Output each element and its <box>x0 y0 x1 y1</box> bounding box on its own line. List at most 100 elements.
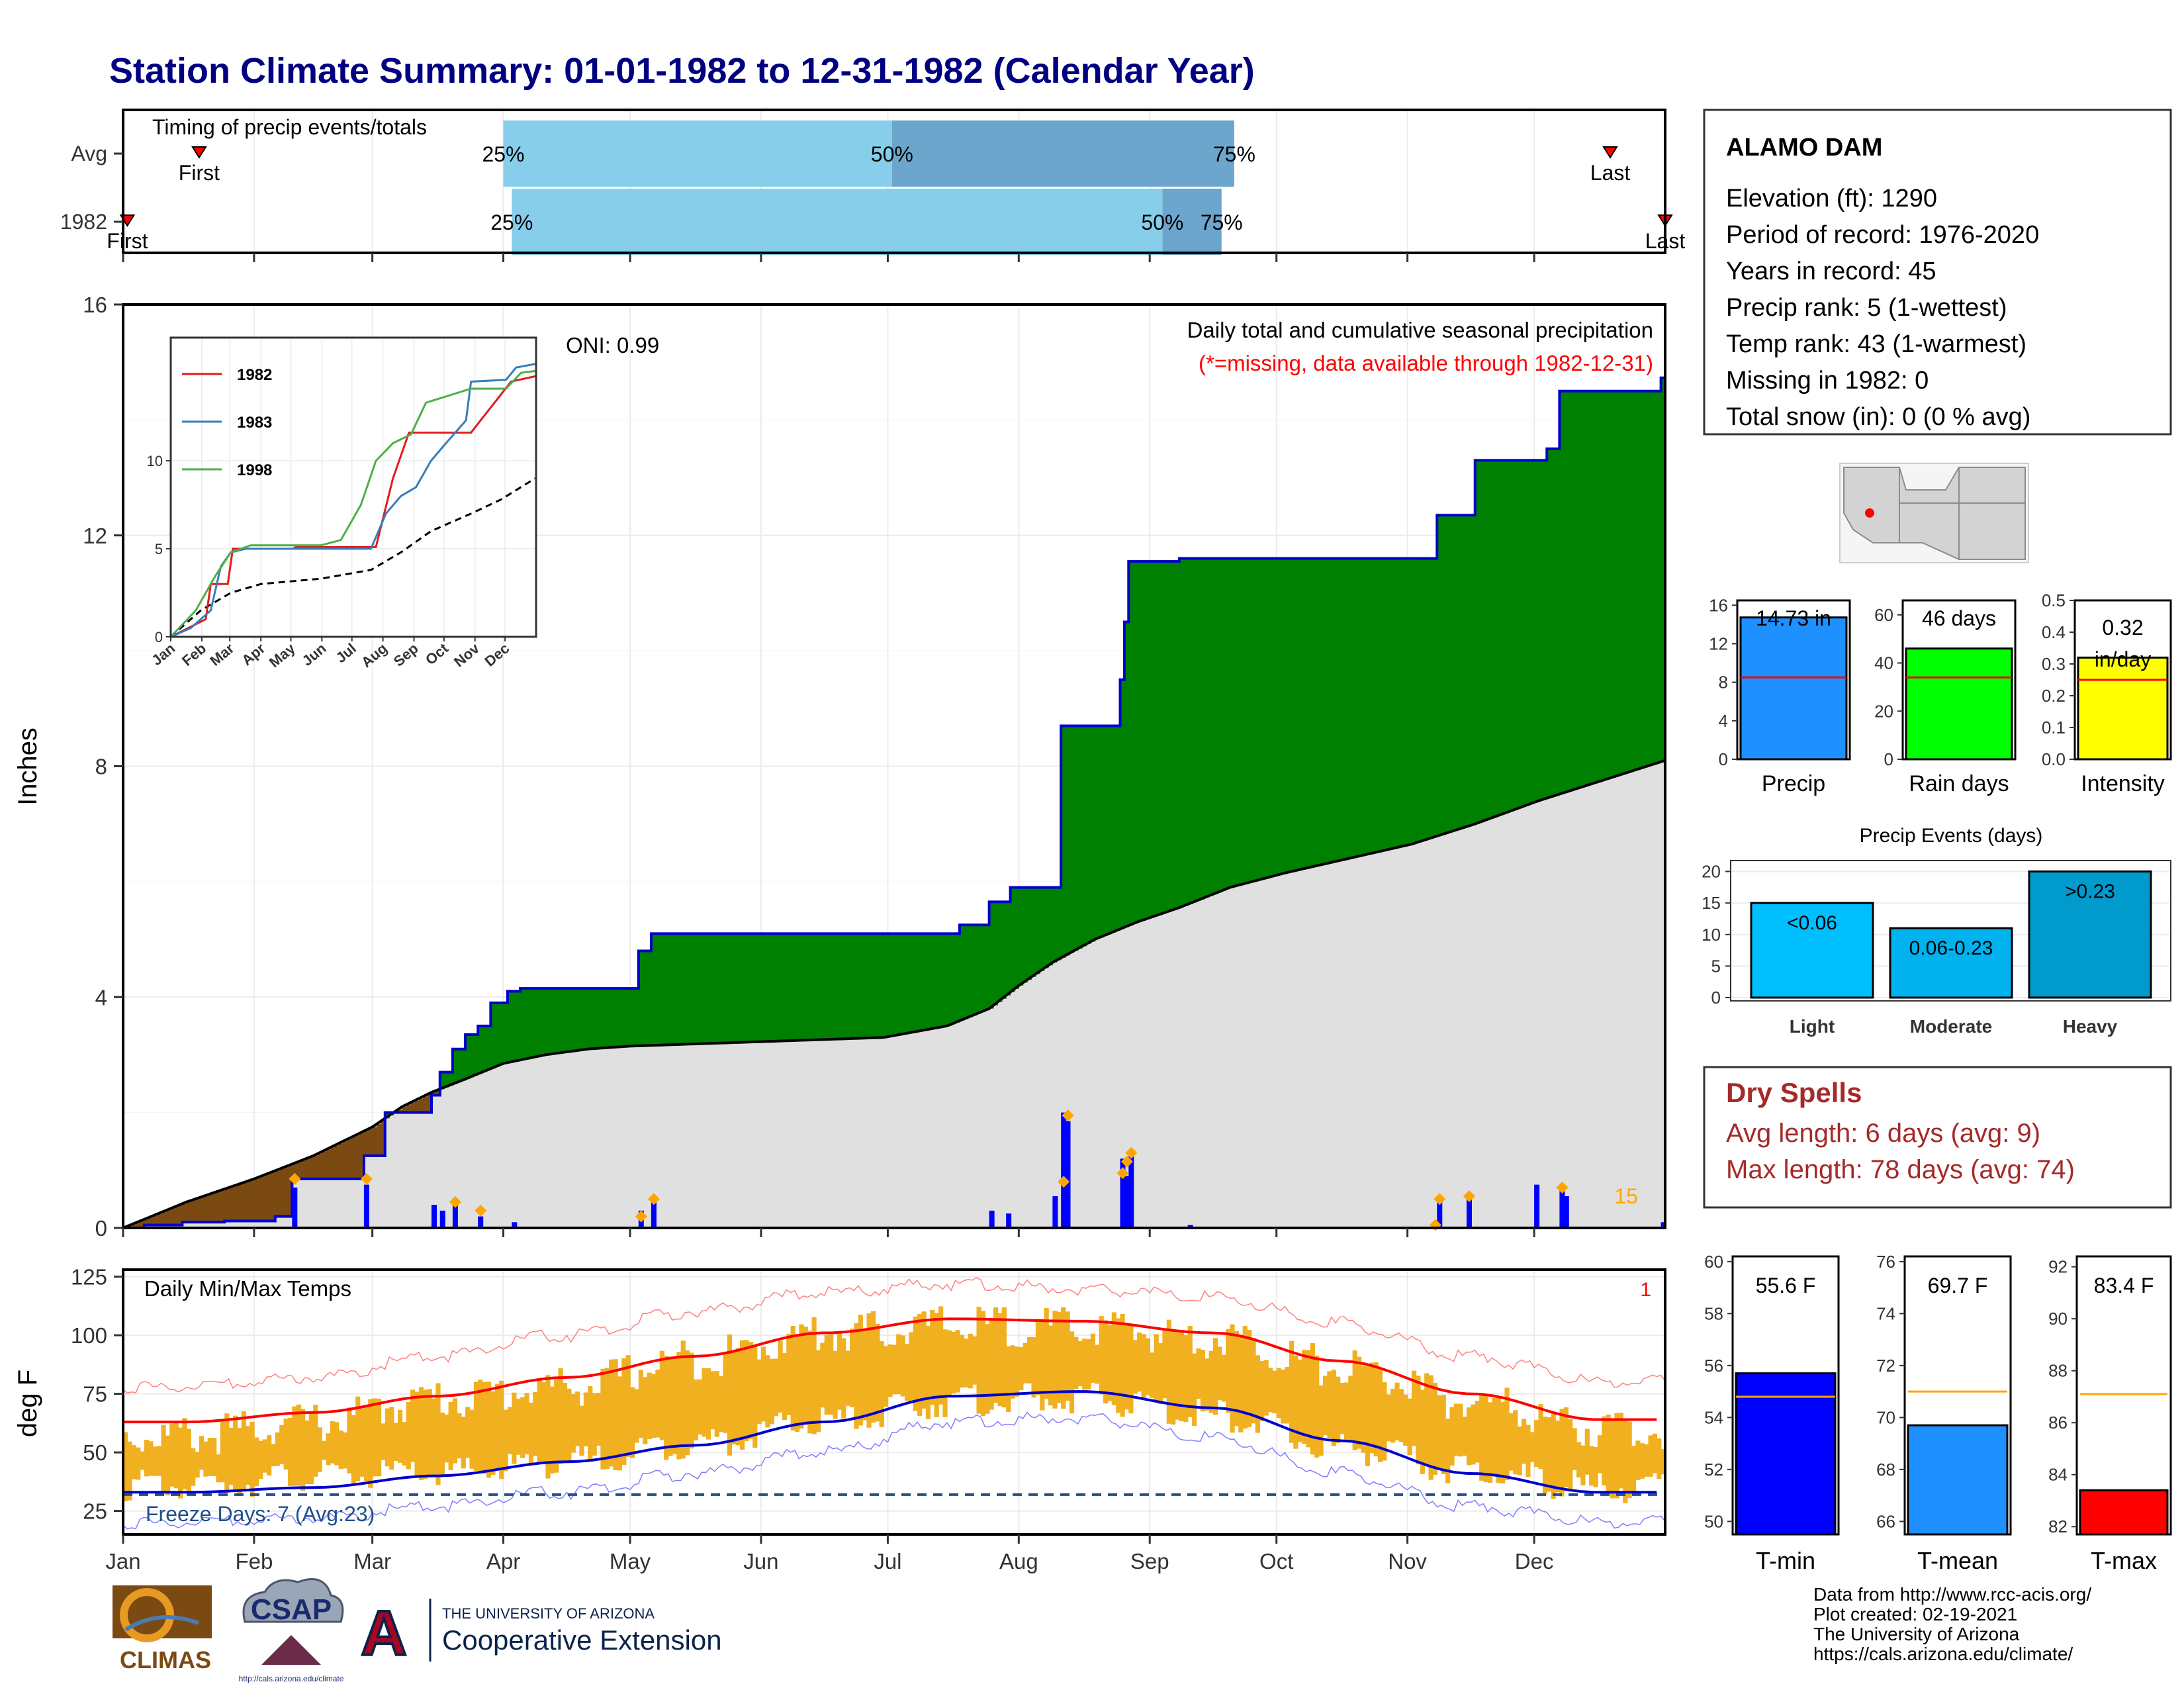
daily-temp-range-bar <box>338 1430 343 1470</box>
daily-temp-range-bar <box>1627 1421 1632 1499</box>
daily-temp-range-bar <box>406 1401 411 1470</box>
daily-temp-range-bar <box>870 1311 876 1423</box>
daily-temp-range-bar <box>267 1435 272 1476</box>
daily-temp-range-bar <box>152 1446 158 1476</box>
above-avg-fill <box>1411 558 1416 845</box>
timing-label: Timing of precip events/totals <box>152 115 427 139</box>
month-tick-label: Oct <box>1259 1549 1293 1573</box>
daily-temp-range-bar <box>439 1412 445 1475</box>
above-avg-fill <box>854 933 859 1039</box>
dry-spells-max: Max length: 78 days (avg: 74) <box>1726 1155 2075 1184</box>
daily-temp-range-bar <box>144 1439 150 1477</box>
above-avg-fill <box>875 933 880 1038</box>
daily-temp-range-bar <box>541 1382 547 1464</box>
daily-temp-range-bar <box>1006 1346 1011 1413</box>
ua-a-mark: A <box>361 1598 406 1669</box>
daily-temp-range-bar <box>790 1325 796 1430</box>
daily-temp-range-bar <box>444 1414 449 1463</box>
timing-pct-label: 25% <box>490 211 533 234</box>
above-avg-fill <box>1606 391 1611 780</box>
above-avg-fill <box>689 933 694 1045</box>
above-avg-fill <box>588 988 593 1049</box>
daily-temp-range-bar <box>1657 1438 1662 1479</box>
above-avg-fill <box>909 933 914 1033</box>
below-avg-fill <box>275 1170 280 1217</box>
above-avg-fill <box>1259 558 1265 880</box>
above-avg-fill <box>1183 558 1189 906</box>
above-avg-fill <box>1205 558 1210 898</box>
below-avg-fill <box>423 1096 428 1113</box>
daily-temp-range-bar <box>246 1426 251 1485</box>
below-avg-fill <box>372 1127 377 1156</box>
above-avg-fill <box>884 933 889 1038</box>
daily-temp-range-bar <box>1555 1420 1561 1493</box>
daily-temp-range-bar <box>727 1334 733 1456</box>
daily-temp-range-bar <box>1044 1307 1049 1399</box>
above-avg-fill <box>1230 558 1235 888</box>
daily-temp-range-bar <box>1010 1345 1015 1399</box>
above-avg-fill <box>1310 558 1315 868</box>
daily-precip-marker <box>1062 1109 1074 1121</box>
below-avg-fill <box>287 1165 293 1217</box>
events-y-tick-label: 0 <box>1711 988 1721 1008</box>
avg-cumulative-fill <box>123 760 1665 1228</box>
daily-temp-range-bar <box>1432 1383 1438 1475</box>
summary-bar-unit-label: in/day <box>2095 647 2151 671</box>
above-avg-fill <box>1040 887 1045 972</box>
daily-temp-range-bar <box>782 1352 788 1421</box>
above-avg-fill <box>1618 391 1623 776</box>
daily-temp-range-bar <box>1276 1368 1281 1419</box>
daily-temp-range-bar <box>1056 1311 1062 1403</box>
daily-temp-range-bar <box>1166 1319 1171 1424</box>
temp-bar-y-tick-label: 70 <box>1876 1407 1895 1427</box>
above-avg-fill <box>1568 391 1573 792</box>
daily-temp-range-bar <box>1614 1413 1619 1499</box>
oni-value: ONI: 0.99 <box>566 333 659 357</box>
above-avg-fill <box>1555 448 1561 796</box>
daily-temp-range-bar <box>418 1387 424 1480</box>
above-avg-fill <box>1255 558 1260 881</box>
above-avg-fill <box>1551 448 1556 797</box>
daily-precip-bar <box>1661 1222 1666 1228</box>
daily-precip-bar <box>432 1205 437 1228</box>
temp-bar-y-tick-label: 50 <box>1704 1511 1723 1531</box>
above-avg-fill <box>570 988 576 1052</box>
daily-temp-range-bar <box>1073 1336 1079 1389</box>
above-avg-fill <box>1267 558 1273 878</box>
daily-precip-bar <box>1124 1176 1130 1228</box>
below-avg-fill <box>435 1090 441 1096</box>
events-category-label: Heavy <box>2063 1016 2118 1037</box>
above-avg-fill <box>651 933 656 1046</box>
above-avg-fill <box>1343 558 1349 860</box>
above-avg-fill <box>1285 558 1290 873</box>
above-avg-fill <box>507 991 512 1063</box>
inset-line-1998 <box>169 370 535 638</box>
daily-precip-bar <box>1128 1150 1134 1228</box>
above-avg-fill <box>782 933 787 1041</box>
daily-temp-range-bar <box>271 1444 276 1467</box>
above-avg-fill <box>1627 391 1632 773</box>
above-avg-fill <box>1449 515 1455 832</box>
daily-temp-range-bar <box>342 1432 348 1469</box>
precip-events-panel: Precip Events (days) 0 5 10 15 20 <0.06 Light 0… <box>1702 825 2171 1037</box>
above-avg-fill <box>567 988 572 1053</box>
daily-precip-bar <box>1052 1196 1058 1228</box>
daily-temp-range-bar <box>630 1387 635 1458</box>
daily-temp-range-bar <box>435 1383 441 1485</box>
above-avg-fill <box>621 988 627 1047</box>
daily-temp-range-bar <box>1652 1433 1658 1474</box>
daily-temp-range-bar <box>250 1421 255 1497</box>
daily-temp-range-bar <box>651 1374 657 1438</box>
station-box-frame <box>1703 109 2172 436</box>
daily-temp-range-bar <box>976 1307 981 1414</box>
above-avg-fill <box>786 933 792 1041</box>
below-avg-fill <box>271 1172 276 1221</box>
above-avg-fill <box>1462 515 1467 828</box>
above-avg-fill <box>1589 391 1594 785</box>
events-bar-label: 0.06-0.23 <box>1909 937 1993 959</box>
above-avg-fill <box>1614 391 1619 777</box>
above-avg-fill <box>858 933 863 1039</box>
avg-min-line <box>123 1390 1657 1494</box>
above-avg-fill <box>672 933 677 1045</box>
